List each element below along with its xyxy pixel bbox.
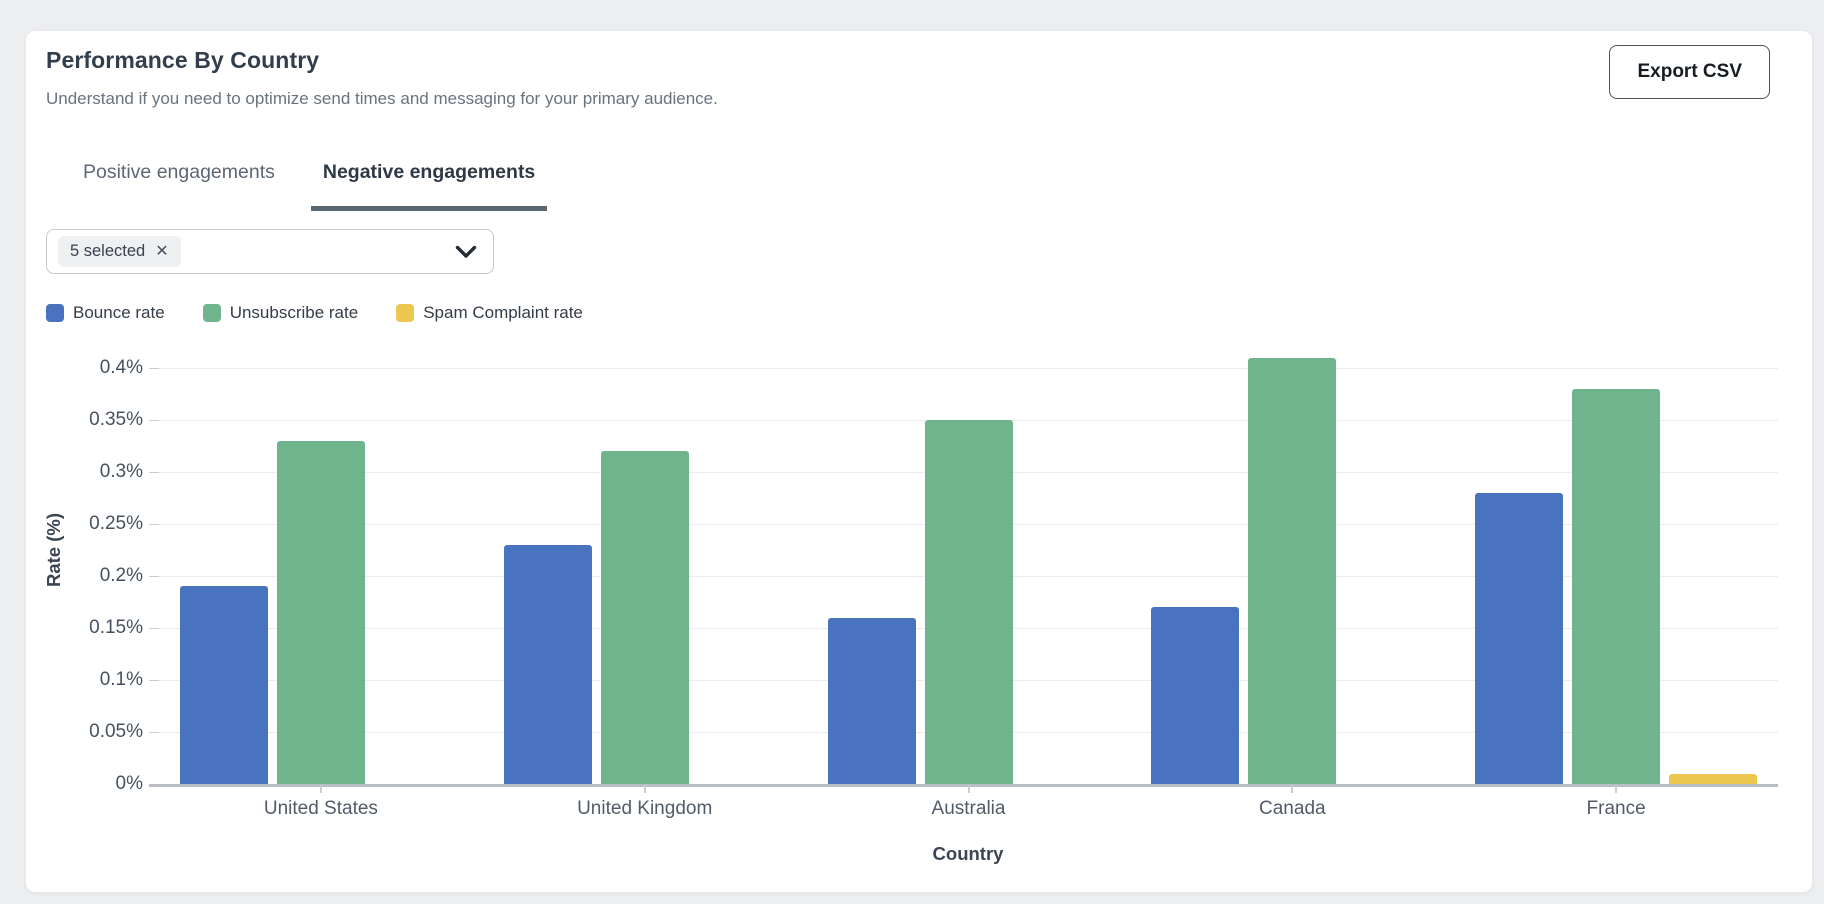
performance-by-country-card: Performance By Country Understand if you… (25, 30, 1813, 893)
chevron-down-icon (455, 245, 477, 259)
x-tick-mark (967, 785, 970, 793)
y-tick-label: 0.25% (89, 513, 143, 534)
bar-unsubscribe-rate-united-kingdom[interactable] (600, 451, 689, 784)
legend-label: Spam Complaint rate (423, 303, 583, 322)
bar-unsubscribe-rate-france[interactable] (1572, 388, 1661, 784)
bar-bounce-rate-united-kingdom[interactable] (503, 544, 592, 784)
x-tick-label-canada: Canada (1259, 798, 1326, 819)
bar-bounce-rate-australia[interactable] (827, 617, 916, 784)
x-tick-label-united-kingdom: United Kingdom (577, 798, 713, 819)
chip-label: 5 selected (70, 242, 146, 260)
y-tick-label: 0% (115, 773, 143, 794)
y-tick-mark (149, 523, 159, 525)
bar-spam-complaint-rate-france[interactable] (1669, 773, 1758, 784)
engagement-tabs: Positive engagements Negative engagements (71, 161, 548, 211)
legend-swatch (396, 304, 415, 322)
x-tick-mark (1291, 785, 1294, 793)
bar-unsubscribe-rate-canada[interactable] (1248, 357, 1337, 784)
y-tick-mark (149, 679, 159, 681)
x-tick-label-france: France (1586, 798, 1646, 819)
y-tick-label: 0.3% (99, 461, 143, 482)
page-title: Performance By Country (46, 47, 320, 73)
chip-remove-icon[interactable]: ✕ (155, 242, 169, 260)
y-tick-mark (149, 731, 159, 733)
gridline (159, 367, 1778, 369)
x-axis-title: Country (932, 843, 1004, 864)
x-tick-mark (319, 785, 322, 793)
bar-bounce-rate-canada[interactable] (1151, 607, 1240, 784)
y-tick-mark (149, 575, 159, 577)
legend-swatch (202, 304, 221, 322)
y-tick-label: 0.15% (89, 617, 143, 638)
legend-swatch (46, 304, 64, 322)
tab-positive-engagements[interactable]: Positive engagements (71, 161, 287, 211)
legend-item-bounce-rate[interactable]: Bounce rate (46, 303, 165, 323)
x-tick-label-australia: Australia (931, 798, 1006, 819)
x-axis-line (149, 784, 1778, 787)
x-tick-mark (643, 785, 646, 793)
legend-item-unsubscribe-rate[interactable]: Unsubscribe rate (202, 303, 359, 323)
bar-unsubscribe-rate-australia[interactable] (924, 420, 1013, 784)
legend-label: Unsubscribe rate (229, 303, 359, 322)
y-tick-label: 0.35% (89, 409, 143, 430)
y-tick-label: 0.4% (99, 357, 143, 378)
legend-item-spam-complaint-rate[interactable]: Spam Complaint rate (396, 303, 583, 323)
y-tick-mark (149, 367, 159, 369)
export-csv-button[interactable]: Export CSV (1609, 45, 1770, 99)
y-tick-mark (149, 627, 159, 629)
y-tick-mark (149, 419, 159, 421)
bar-chart-plot-area: 0% 0.05% 0.1% 0.15% 0.2% 0.25% 0.3% 0.35% 0.4% Un… (89, 316, 1778, 819)
chart-legend: Bounce rate Unsubscribe rate Spam Complain… (46, 303, 583, 323)
x-tick-label-united-states: United States (263, 798, 378, 819)
bar-unsubscribe-rate-united-states[interactable] (276, 440, 365, 784)
y-tick-label: 0.1% (99, 669, 143, 690)
selected-countries-chip: 5 selected ✕ (58, 236, 181, 267)
card-subtitle: Understand if you need to optimize send … (46, 89, 718, 108)
x-tick-mark (1615, 785, 1618, 793)
legend-label: Bounce rate (73, 303, 165, 322)
y-tick-mark (149, 471, 159, 473)
y-axis-title: Rate (%) (43, 512, 64, 588)
y-tick-label: 0.2% (99, 565, 143, 586)
tab-negative-engagements[interactable]: Negative engagements (310, 161, 548, 211)
bar-bounce-rate-united-states[interactable] (179, 586, 268, 784)
bar-bounce-rate-france[interactable] (1475, 492, 1564, 784)
y-tick-label: 0.05% (89, 721, 143, 742)
country-multiselect[interactable]: 5 selected ✕ (46, 229, 494, 274)
